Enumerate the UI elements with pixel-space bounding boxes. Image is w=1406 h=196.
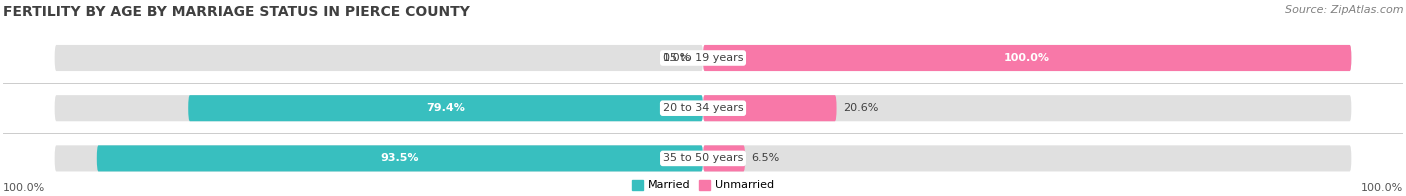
FancyBboxPatch shape xyxy=(55,45,703,71)
Text: 15 to 19 years: 15 to 19 years xyxy=(662,53,744,63)
Text: 35 to 50 years: 35 to 50 years xyxy=(662,153,744,163)
Text: 20.6%: 20.6% xyxy=(844,103,879,113)
FancyBboxPatch shape xyxy=(703,95,1351,121)
FancyBboxPatch shape xyxy=(703,145,1351,172)
FancyBboxPatch shape xyxy=(703,145,745,172)
Text: 79.4%: 79.4% xyxy=(426,103,465,113)
Text: 0.0%: 0.0% xyxy=(662,53,690,63)
Text: 20 to 34 years: 20 to 34 years xyxy=(662,103,744,113)
FancyBboxPatch shape xyxy=(55,145,703,172)
Text: 93.5%: 93.5% xyxy=(381,153,419,163)
Text: 100.0%: 100.0% xyxy=(1004,53,1050,63)
Text: FERTILITY BY AGE BY MARRIAGE STATUS IN PIERCE COUNTY: FERTILITY BY AGE BY MARRIAGE STATUS IN P… xyxy=(3,5,470,19)
FancyBboxPatch shape xyxy=(97,145,703,172)
Text: 100.0%: 100.0% xyxy=(1361,182,1403,192)
Text: Source: ZipAtlas.com: Source: ZipAtlas.com xyxy=(1285,5,1403,15)
Text: 6.5%: 6.5% xyxy=(752,153,780,163)
FancyBboxPatch shape xyxy=(703,45,1351,71)
Legend: Married, Unmarried: Married, Unmarried xyxy=(627,175,779,195)
FancyBboxPatch shape xyxy=(188,95,703,121)
Text: 100.0%: 100.0% xyxy=(3,182,45,192)
FancyBboxPatch shape xyxy=(55,95,703,121)
FancyBboxPatch shape xyxy=(703,45,1351,71)
FancyBboxPatch shape xyxy=(703,95,837,121)
